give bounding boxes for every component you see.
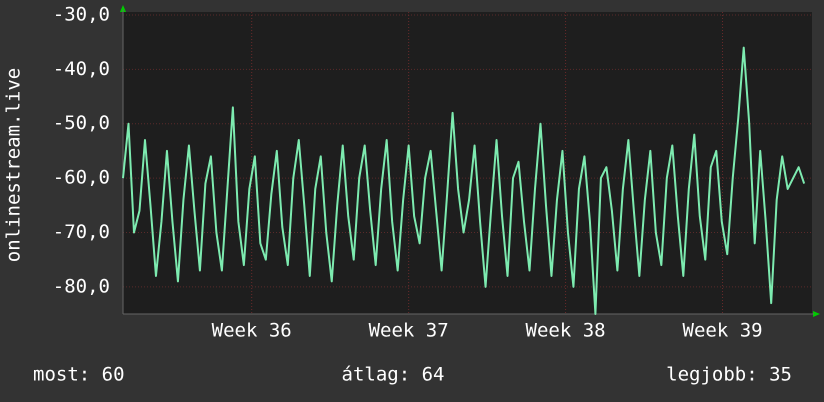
plot-area — [123, 12, 812, 314]
x-tick-label: Week 37 — [369, 320, 449, 342]
y-tick-label: -40,0 — [53, 58, 110, 80]
y-arrow — [120, 5, 126, 12]
y-tick-label: -50,0 — [53, 112, 110, 134]
line — [122, 46, 806, 315]
x-arrow — [813, 311, 820, 317]
x-tick-label: Week 38 — [526, 320, 606, 342]
y-axis-label: onlinestream.live — [3, 68, 25, 262]
y-tick-label: -60,0 — [53, 167, 110, 189]
footer-current: most: 60 — [33, 364, 125, 386]
y-tick-label: -30,0 — [53, 4, 110, 26]
footer-best: legjobb: 35 — [666, 364, 792, 386]
y-tick-label: -80,0 — [53, 275, 110, 297]
x-tick-label: Week 36 — [212, 320, 292, 342]
x-tick-label: Week 39 — [683, 320, 763, 342]
footer-average: átlag: 64 — [342, 364, 445, 386]
y-tick-label: -70,0 — [53, 221, 110, 243]
